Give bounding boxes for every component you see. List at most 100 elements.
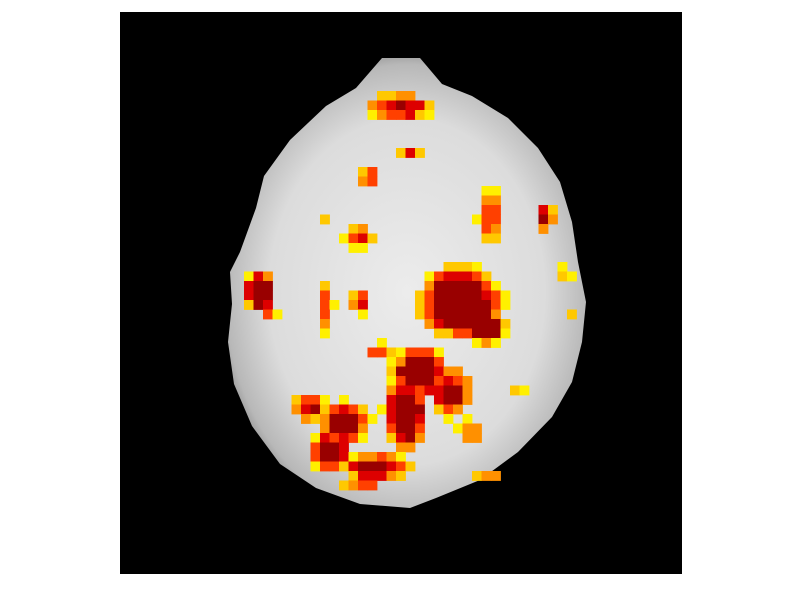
activation-voxel: [415, 367, 425, 377]
activation-voxel: [387, 110, 397, 120]
activation-voxel: [415, 348, 425, 358]
activation-voxel: [472, 319, 482, 329]
activation-voxel: [434, 272, 444, 282]
activation-voxel: [567, 310, 577, 320]
activation-voxel: [434, 281, 444, 291]
activation-voxel: [463, 262, 473, 272]
activation-voxel: [463, 310, 473, 320]
activation-voxel: [453, 395, 463, 405]
activation-voxel: [387, 414, 397, 424]
activation-voxel: [425, 110, 435, 120]
activation-voxel: [425, 101, 435, 111]
activation-voxel: [444, 310, 454, 320]
activation-voxel: [349, 481, 359, 491]
activation-voxel: [472, 471, 482, 481]
activation-voxel: [387, 348, 397, 358]
activation-voxel: [453, 291, 463, 301]
activation-voxel: [482, 205, 492, 215]
activation-voxel: [358, 310, 368, 320]
activation-voxel: [396, 376, 406, 386]
activation-voxel: [491, 186, 501, 196]
activation-voxel: [368, 481, 378, 491]
activation-voxel: [320, 452, 330, 462]
activation-voxel: [539, 205, 549, 215]
activation-voxel: [254, 281, 264, 291]
activation-voxel: [396, 414, 406, 424]
activation-voxel: [292, 405, 302, 415]
activation-voxel: [406, 386, 416, 396]
activation-voxel: [444, 319, 454, 329]
activation-voxel: [301, 395, 311, 405]
activation-voxel: [396, 471, 406, 481]
activation-voxel: [387, 376, 397, 386]
activation-voxel: [463, 329, 473, 339]
activation-voxel: [358, 234, 368, 244]
activation-voxel: [406, 367, 416, 377]
activation-voxel: [491, 471, 501, 481]
activation-voxel: [444, 414, 454, 424]
activation-voxel: [311, 395, 321, 405]
activation-voxel: [482, 272, 492, 282]
activation-voxel: [330, 443, 340, 453]
activation-voxel: [330, 405, 340, 415]
activation-voxel: [482, 281, 492, 291]
activation-voxel: [244, 291, 254, 301]
activation-voxel: [358, 471, 368, 481]
activation-voxel: [491, 215, 501, 225]
activation-voxel: [349, 243, 359, 253]
activation-voxel: [482, 338, 492, 348]
activation-voxel: [339, 443, 349, 453]
activation-voxel: [339, 481, 349, 491]
activation-voxel: [510, 386, 520, 396]
activation-voxel: [349, 414, 359, 424]
activation-voxel: [311, 443, 321, 453]
activation-voxel: [339, 414, 349, 424]
activation-voxel: [349, 471, 359, 481]
activation-voxel: [482, 186, 492, 196]
activation-voxel: [491, 281, 501, 291]
activation-voxel: [396, 424, 406, 434]
activation-voxel: [491, 196, 501, 206]
activation-voxel: [501, 319, 511, 329]
activation-voxel: [482, 471, 492, 481]
activation-voxel: [396, 452, 406, 462]
activation-voxel: [491, 291, 501, 301]
activation-voxel: [463, 291, 473, 301]
activation-voxel: [311, 452, 321, 462]
activation-voxel: [463, 376, 473, 386]
activation-voxel: [520, 386, 530, 396]
activation-voxel: [434, 405, 444, 415]
scan-viewer: [120, 12, 682, 574]
activation-voxel: [415, 148, 425, 158]
activation-voxel: [444, 262, 454, 272]
activation-voxel: [368, 452, 378, 462]
activation-voxel: [320, 291, 330, 301]
activation-voxel: [358, 462, 368, 472]
activation-voxel: [463, 424, 473, 434]
activation-voxel: [387, 405, 397, 415]
activation-voxel: [453, 386, 463, 396]
activation-voxel: [254, 272, 264, 282]
activation-voxel: [320, 281, 330, 291]
activation-voxel: [377, 348, 387, 358]
activation-voxel: [368, 234, 378, 244]
activation-voxel: [377, 338, 387, 348]
activation-voxel: [358, 243, 368, 253]
activation-voxel: [548, 205, 558, 215]
activation-voxel: [377, 101, 387, 111]
activation-voxel: [358, 300, 368, 310]
activation-voxel: [320, 414, 330, 424]
activation-voxel: [358, 481, 368, 491]
activation-voxel: [396, 110, 406, 120]
activation-voxel: [368, 110, 378, 120]
activation-voxel: [320, 395, 330, 405]
activation-voxel: [472, 272, 482, 282]
activation-voxel: [387, 424, 397, 434]
activation-voxel: [330, 424, 340, 434]
activation-voxel: [434, 395, 444, 405]
activation-voxel: [292, 395, 302, 405]
activation-voxel: [425, 272, 435, 282]
activation-voxel: [406, 91, 416, 101]
activation-voxel: [254, 300, 264, 310]
activation-voxel: [387, 471, 397, 481]
